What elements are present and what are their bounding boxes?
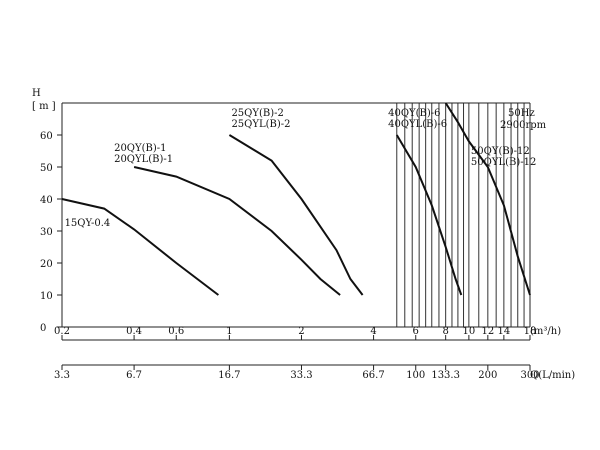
series-label: 25QYL(B)-2 [231,119,290,130]
speed-note: 2900rpm [500,120,547,131]
x2-tick-label: 6.7 [126,370,142,381]
series-line [395,134,463,296]
series-label: 15QY-0.4 [65,218,111,229]
y-tick-label: 20 [40,259,53,270]
series-label: 20QY(B)-1 [114,143,166,154]
x1-tick-label: 0.4 [126,326,142,337]
y-tick-label: 40 [40,195,53,206]
x2-tick-label: 33.3 [290,370,312,381]
y-tick-label: 30 [40,227,53,238]
series-label: 40QYL(B)-6 [388,119,447,130]
x2-tick-label: 100 [406,370,425,381]
x2-tick-label: 133.3 [431,370,460,381]
y-axis-unit: [ m ] [32,101,56,112]
series-label: 50QYL(B)-12 [471,157,536,168]
x2-unit-label: Q(L/min) [530,370,575,381]
x1-tick-label: 4 [370,326,376,337]
x1-tick-label: 0.2 [54,326,70,337]
y-axis-label: H [32,88,41,99]
x1-tick-label: 8 [442,326,448,337]
series-label: 40QY(B)-6 [388,108,440,119]
series-line [133,166,341,296]
x2-tick-label: 66.7 [362,370,384,381]
x1-tick-label: 12 [481,326,494,337]
series-label: 20QYL(B)-1 [114,154,173,165]
x2-tick-label: 16.7 [218,370,240,381]
series-label: 50QY(B)-12 [471,146,530,157]
x1-tick-label: 0.6 [168,326,184,337]
series-label: 25QY(B)-2 [231,108,283,119]
x2-tick-label: 200 [478,370,497,381]
series-line [228,134,364,296]
y-tick-label: 0 [40,323,46,334]
x1-unit-label: (m³/h) [530,326,561,337]
series-line [61,198,220,296]
x1-tick-label: 6 [413,326,419,337]
y-tick-label: 60 [40,131,53,142]
x2-tick-label: 3.3 [54,370,70,381]
x2-tick-label: 300 [520,370,539,381]
x1-tick-label: 14 [497,326,510,337]
series-line [444,102,531,296]
x1-tick-label: 2 [298,326,304,337]
x1-tick-label: 10 [463,326,476,337]
x1-tick-label: 1 [226,326,232,337]
x1-tick-label: 18 [524,326,537,337]
speed-note: 50Hz [508,108,535,119]
y-tick-label: 50 [40,163,53,174]
y-tick-label: 10 [40,291,53,302]
